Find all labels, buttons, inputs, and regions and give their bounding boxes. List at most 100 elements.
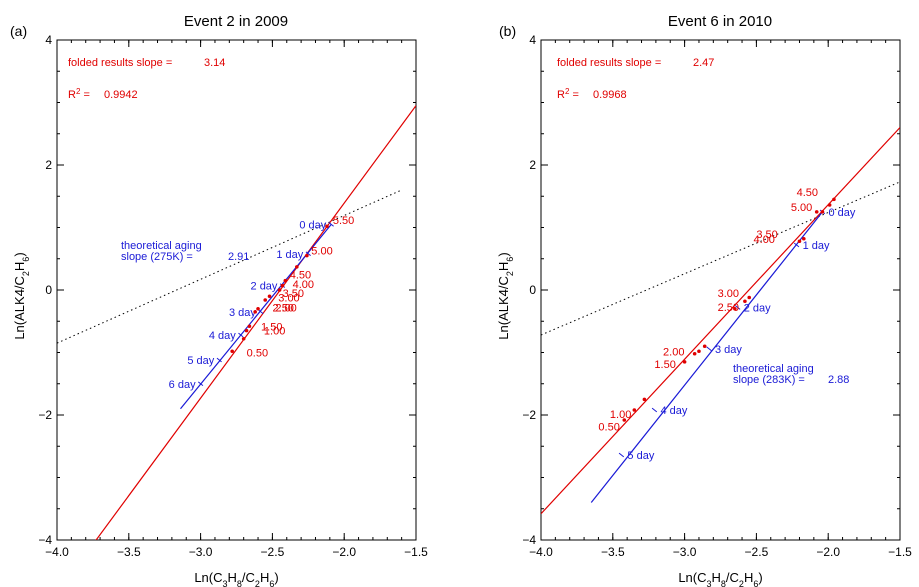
aging-day-label: 1 day bbox=[276, 249, 303, 261]
time-label: 3.50 bbox=[756, 229, 777, 241]
aging-tick bbox=[216, 357, 222, 363]
data-point bbox=[642, 397, 647, 402]
y-tick-label: −2 bbox=[38, 408, 52, 422]
aging-tick bbox=[328, 222, 334, 227]
y-tick-label: −4 bbox=[38, 533, 52, 547]
time-label: 1.00 bbox=[264, 326, 285, 338]
time-label: 5.00 bbox=[791, 202, 812, 214]
aging-tick bbox=[238, 332, 244, 338]
y-tick-label: −2 bbox=[522, 408, 536, 422]
data-point bbox=[692, 351, 697, 356]
time-label: 0.50 bbox=[598, 421, 619, 433]
x-tick-label: −1.5 bbox=[888, 545, 912, 559]
r-squared-label: R2 = bbox=[557, 87, 579, 102]
time-label: 4.00 bbox=[754, 234, 775, 246]
data-point bbox=[325, 224, 329, 229]
time-label: 4.00 bbox=[293, 279, 314, 291]
data-point bbox=[230, 349, 234, 354]
data-point bbox=[832, 197, 836, 202]
time-label: 3.00 bbox=[718, 288, 739, 300]
r-squared-value: 0.9942 bbox=[104, 89, 138, 101]
x-axis-label: Ln(C3H8/C2H6) bbox=[194, 570, 278, 587]
time-label: 5.00 bbox=[311, 246, 332, 258]
theory-label-line2: slope (283K) = bbox=[733, 374, 805, 386]
time-label: 4.50 bbox=[797, 187, 818, 199]
time-label: 1.00 bbox=[610, 409, 631, 421]
aging-tick bbox=[197, 381, 204, 387]
time-label: 5.50 bbox=[333, 215, 354, 227]
x-tick-label: −3.0 bbox=[189, 545, 213, 559]
time-label: 3.00 bbox=[278, 293, 299, 305]
time-label: 2.50 bbox=[273, 303, 294, 315]
panel-label: (a) bbox=[10, 23, 27, 39]
data-point bbox=[247, 324, 252, 329]
aging-tick bbox=[618, 452, 625, 458]
data-point bbox=[280, 283, 285, 288]
theory-slope-value: 2.88 bbox=[828, 374, 849, 386]
time-label: 1.50 bbox=[654, 359, 675, 371]
x-tick-label: −1.5 bbox=[404, 545, 428, 559]
y-tick-label: 0 bbox=[45, 283, 52, 297]
folded-fit-line bbox=[95, 105, 416, 540]
chart-title: Event 6 in 2010 bbox=[668, 13, 772, 30]
aging-day-label: 2 day bbox=[744, 303, 771, 315]
chart-title: Event 2 in 2009 bbox=[184, 13, 288, 30]
folded-fit-line bbox=[541, 127, 900, 515]
data-point bbox=[682, 360, 687, 364]
folded-slope-label: folded results slope = bbox=[68, 57, 172, 69]
plot-area bbox=[57, 105, 416, 540]
y-tick-label: 4 bbox=[529, 33, 536, 47]
data-point bbox=[263, 298, 268, 302]
theory-slope-value: 2.91 bbox=[228, 251, 249, 263]
x-tick-label: −3.5 bbox=[601, 545, 625, 559]
y-tick-label: 2 bbox=[45, 158, 52, 172]
time-label: 2.50 bbox=[718, 302, 739, 314]
data-point bbox=[747, 295, 752, 300]
aging-day-label: 0 day bbox=[828, 207, 855, 219]
chart-panel-1: −4.0 −3.5 −3.0 −2.5 −2.0 −1.5 −4 −2 0 2 4 Event 6 i… bbox=[496, 13, 912, 587]
chart-panel-0: −4.0 −3.5 −3.0 −2.5 −2.0 −1.5 −4 −2 0 2 4 Event 2 i… bbox=[10, 13, 428, 587]
data-point bbox=[814, 210, 819, 214]
time-label: 2.00 bbox=[275, 303, 296, 315]
data-point bbox=[797, 239, 802, 244]
theoretical-aging-line bbox=[590, 211, 823, 503]
dotted-aging-line bbox=[541, 181, 900, 336]
x-tick-label: −3.0 bbox=[673, 545, 697, 559]
plot-area bbox=[541, 127, 900, 515]
r-squared-value: 0.9968 bbox=[593, 89, 627, 101]
data-point bbox=[283, 278, 288, 283]
y-tick-label: 2 bbox=[529, 158, 536, 172]
aging-tick bbox=[706, 346, 712, 352]
data-point bbox=[253, 310, 257, 314]
x-tick-label: −3.5 bbox=[117, 545, 141, 559]
x-tick-label: −2.0 bbox=[332, 545, 356, 559]
data-point bbox=[632, 408, 637, 412]
theory-label-line1: theoretical aging bbox=[121, 240, 202, 252]
aging-day-label: 2 day bbox=[251, 281, 278, 293]
x-tick-label: −2.5 bbox=[261, 545, 285, 559]
x-tick-label: −2.0 bbox=[816, 545, 840, 559]
y-axis-label: Ln(ALK4/C2H6) bbox=[12, 252, 31, 339]
time-label: 3.50 bbox=[283, 288, 304, 300]
data-point bbox=[277, 288, 282, 292]
aging-tick bbox=[258, 309, 264, 315]
data-point bbox=[267, 294, 272, 299]
aging-day-label: 4 day bbox=[209, 330, 236, 342]
x-axis-label: Ln(C3H8/C2H6) bbox=[678, 570, 762, 587]
folded-slope-value: 3.14 bbox=[204, 57, 225, 69]
aging-tick bbox=[651, 407, 658, 413]
y-axis-label: Ln(ALK4/C2H6) bbox=[496, 252, 515, 339]
data-point bbox=[697, 349, 701, 354]
aging-day-label: 5 day bbox=[187, 355, 214, 367]
data-point bbox=[622, 418, 627, 422]
aging-tick bbox=[735, 305, 741, 310]
data-point bbox=[827, 203, 832, 207]
data-point bbox=[241, 336, 246, 341]
aging-tick bbox=[305, 251, 311, 257]
panel-label: (b) bbox=[499, 23, 516, 39]
y-tick-label: 0 bbox=[529, 283, 536, 297]
data-point bbox=[256, 306, 260, 311]
aging-day-label: 6 day bbox=[169, 379, 196, 391]
aging-day-label: 3 day bbox=[229, 307, 256, 319]
